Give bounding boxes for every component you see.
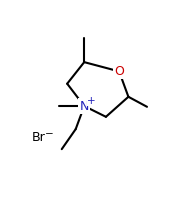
Text: −: − [45, 129, 54, 139]
Text: Br: Br [32, 131, 45, 144]
Text: N: N [79, 99, 89, 112]
Text: +: + [87, 97, 95, 107]
Text: O: O [114, 65, 124, 78]
